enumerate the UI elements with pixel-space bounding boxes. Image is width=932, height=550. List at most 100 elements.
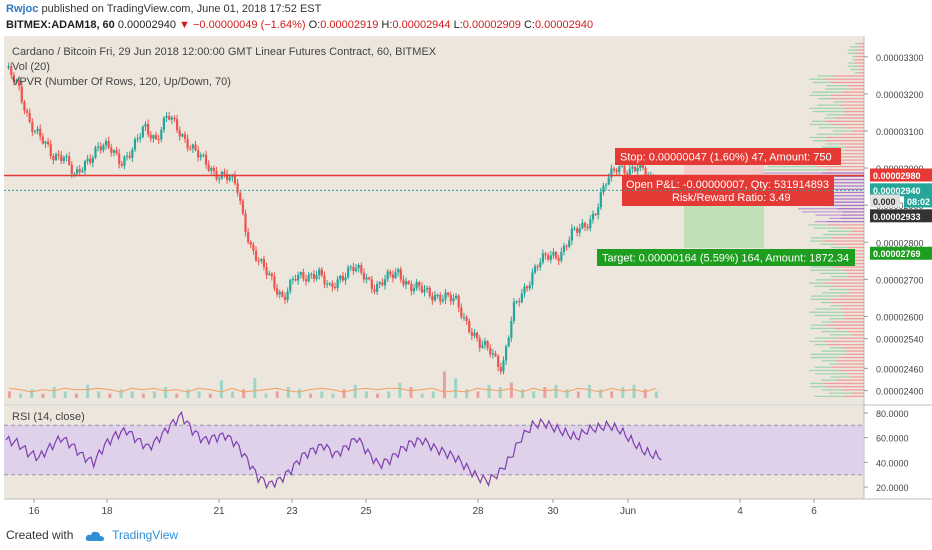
candle-body [568, 240, 571, 247]
volume-bar [342, 389, 346, 398]
candle-body [191, 144, 194, 149]
price-tick-label: 0.00002460 [876, 364, 924, 374]
volume-bar [286, 387, 290, 398]
volume-bar [431, 391, 435, 398]
candle-body [281, 292, 284, 297]
candle-body [49, 144, 52, 157]
candle-body [594, 213, 597, 216]
candle-body [97, 146, 100, 148]
candle-body [394, 272, 397, 279]
candle-body [141, 126, 144, 138]
volume-bar [208, 393, 212, 398]
candle-body [560, 251, 563, 261]
candle-body [386, 271, 389, 280]
publish-info: published on TradingView.com, June 01, 2… [41, 3, 322, 15]
candle-body [452, 298, 455, 302]
price-tick-label: 0.00003300 [876, 53, 924, 63]
author-name[interactable]: Rwjoc [6, 3, 39, 15]
target-box[interactable] [597, 249, 855, 266]
candle-body [439, 294, 442, 302]
time-tick-label: 30 [547, 506, 559, 517]
candle-body [204, 154, 208, 165]
price-tag-label: 0.00002769 [873, 249, 921, 259]
candle-body [91, 157, 94, 163]
candle-body [181, 134, 184, 137]
candle-body [339, 275, 342, 280]
stop-box[interactable] [615, 148, 841, 165]
price-tag-bg [870, 209, 932, 223]
rsi-line [5, 410, 662, 490]
candle-body [373, 289, 376, 292]
volume-bar [331, 393, 335, 398]
candle-body [333, 287, 337, 289]
candle-body [294, 279, 297, 281]
volume-bar [41, 393, 45, 398]
price-series [7, 61, 666, 375]
candle-body [510, 320, 513, 338]
price-tick-label: 0.00002400 [876, 387, 924, 397]
candle-body [173, 117, 176, 120]
candle-body [289, 280, 292, 292]
candle-body [47, 141, 50, 145]
tradingview-brand[interactable]: TradingView [112, 528, 179, 542]
indicator-vol[interactable]: Vol (20) [12, 61, 50, 73]
volume-bar [409, 387, 413, 398]
candle-body [244, 213, 247, 233]
chart-area[interactable]: Stop: 0.00000047 (1.60%) 47, Amount: 750… [4, 36, 932, 522]
candle-body [473, 332, 476, 336]
volume-bar [498, 387, 502, 398]
candle-body [199, 155, 202, 158]
candle-body [365, 277, 368, 280]
rsi-title[interactable]: RSI (14, close) [12, 411, 85, 423]
tradingview-cloud-icon [85, 531, 104, 541]
close-label: C: [523, 19, 535, 31]
candle-body [320, 269, 323, 276]
candle-body [25, 110, 29, 113]
candle-body [147, 123, 150, 135]
candle-body [28, 112, 31, 123]
time-tick-label: 16 [28, 506, 40, 517]
price-tick-label: 0.00002800 [876, 238, 924, 248]
candle-body [573, 228, 576, 230]
candle-body [557, 258, 560, 261]
position-tool[interactable]: Stop: 0.00000047 (1.60%) 47, Amount: 750… [597, 148, 855, 266]
candle-body [465, 317, 468, 321]
candle-body [78, 169, 81, 172]
volume-bar [19, 393, 23, 398]
candle-body [604, 184, 608, 186]
candle-body [502, 360, 505, 372]
candle-body [265, 267, 268, 275]
chart-title: Cardano / Bitcoin Fri, 29 Jun 2018 12:00… [12, 46, 437, 58]
candle-body [194, 144, 197, 151]
candle-body [476, 332, 479, 339]
candle-body [347, 267, 350, 278]
symbol-line: BITMEX:ADAM18, 60 0.00002940 ▼ −0.000000… [6, 19, 593, 31]
candle-body [420, 286, 423, 293]
candle-body [515, 301, 518, 303]
volume-bar [297, 389, 301, 398]
candle-body [591, 213, 595, 220]
candle-body [610, 168, 613, 178]
candle-body [457, 295, 460, 308]
candle-body [623, 165, 626, 174]
created-with: Created with [6, 528, 74, 542]
indicator-vpvr[interactable]: VPVR (Number Of Rows, 120, Up/Down, 70) [12, 76, 231, 88]
volume-bar [621, 387, 625, 398]
candle-body [10, 66, 13, 75]
volume-bar [97, 391, 101, 398]
volume-bar [576, 391, 580, 398]
volume-bar [52, 387, 56, 398]
candle-body [170, 117, 173, 120]
candle-body [389, 271, 392, 275]
rsi-tick-label: 40.0000 [876, 458, 909, 468]
candle-body [89, 158, 92, 163]
candle-body [631, 166, 634, 169]
chart-svg[interactable]: Stop: 0.00000047 (1.60%) 47, Amount: 750… [4, 36, 932, 522]
candle-body [112, 150, 116, 153]
candle-body [68, 156, 71, 165]
candle-body [302, 272, 305, 280]
time-tick-label: 6 [811, 506, 817, 517]
candle-body [486, 341, 489, 348]
volume-bar [74, 393, 78, 398]
pnl-box[interactable] [622, 176, 834, 206]
